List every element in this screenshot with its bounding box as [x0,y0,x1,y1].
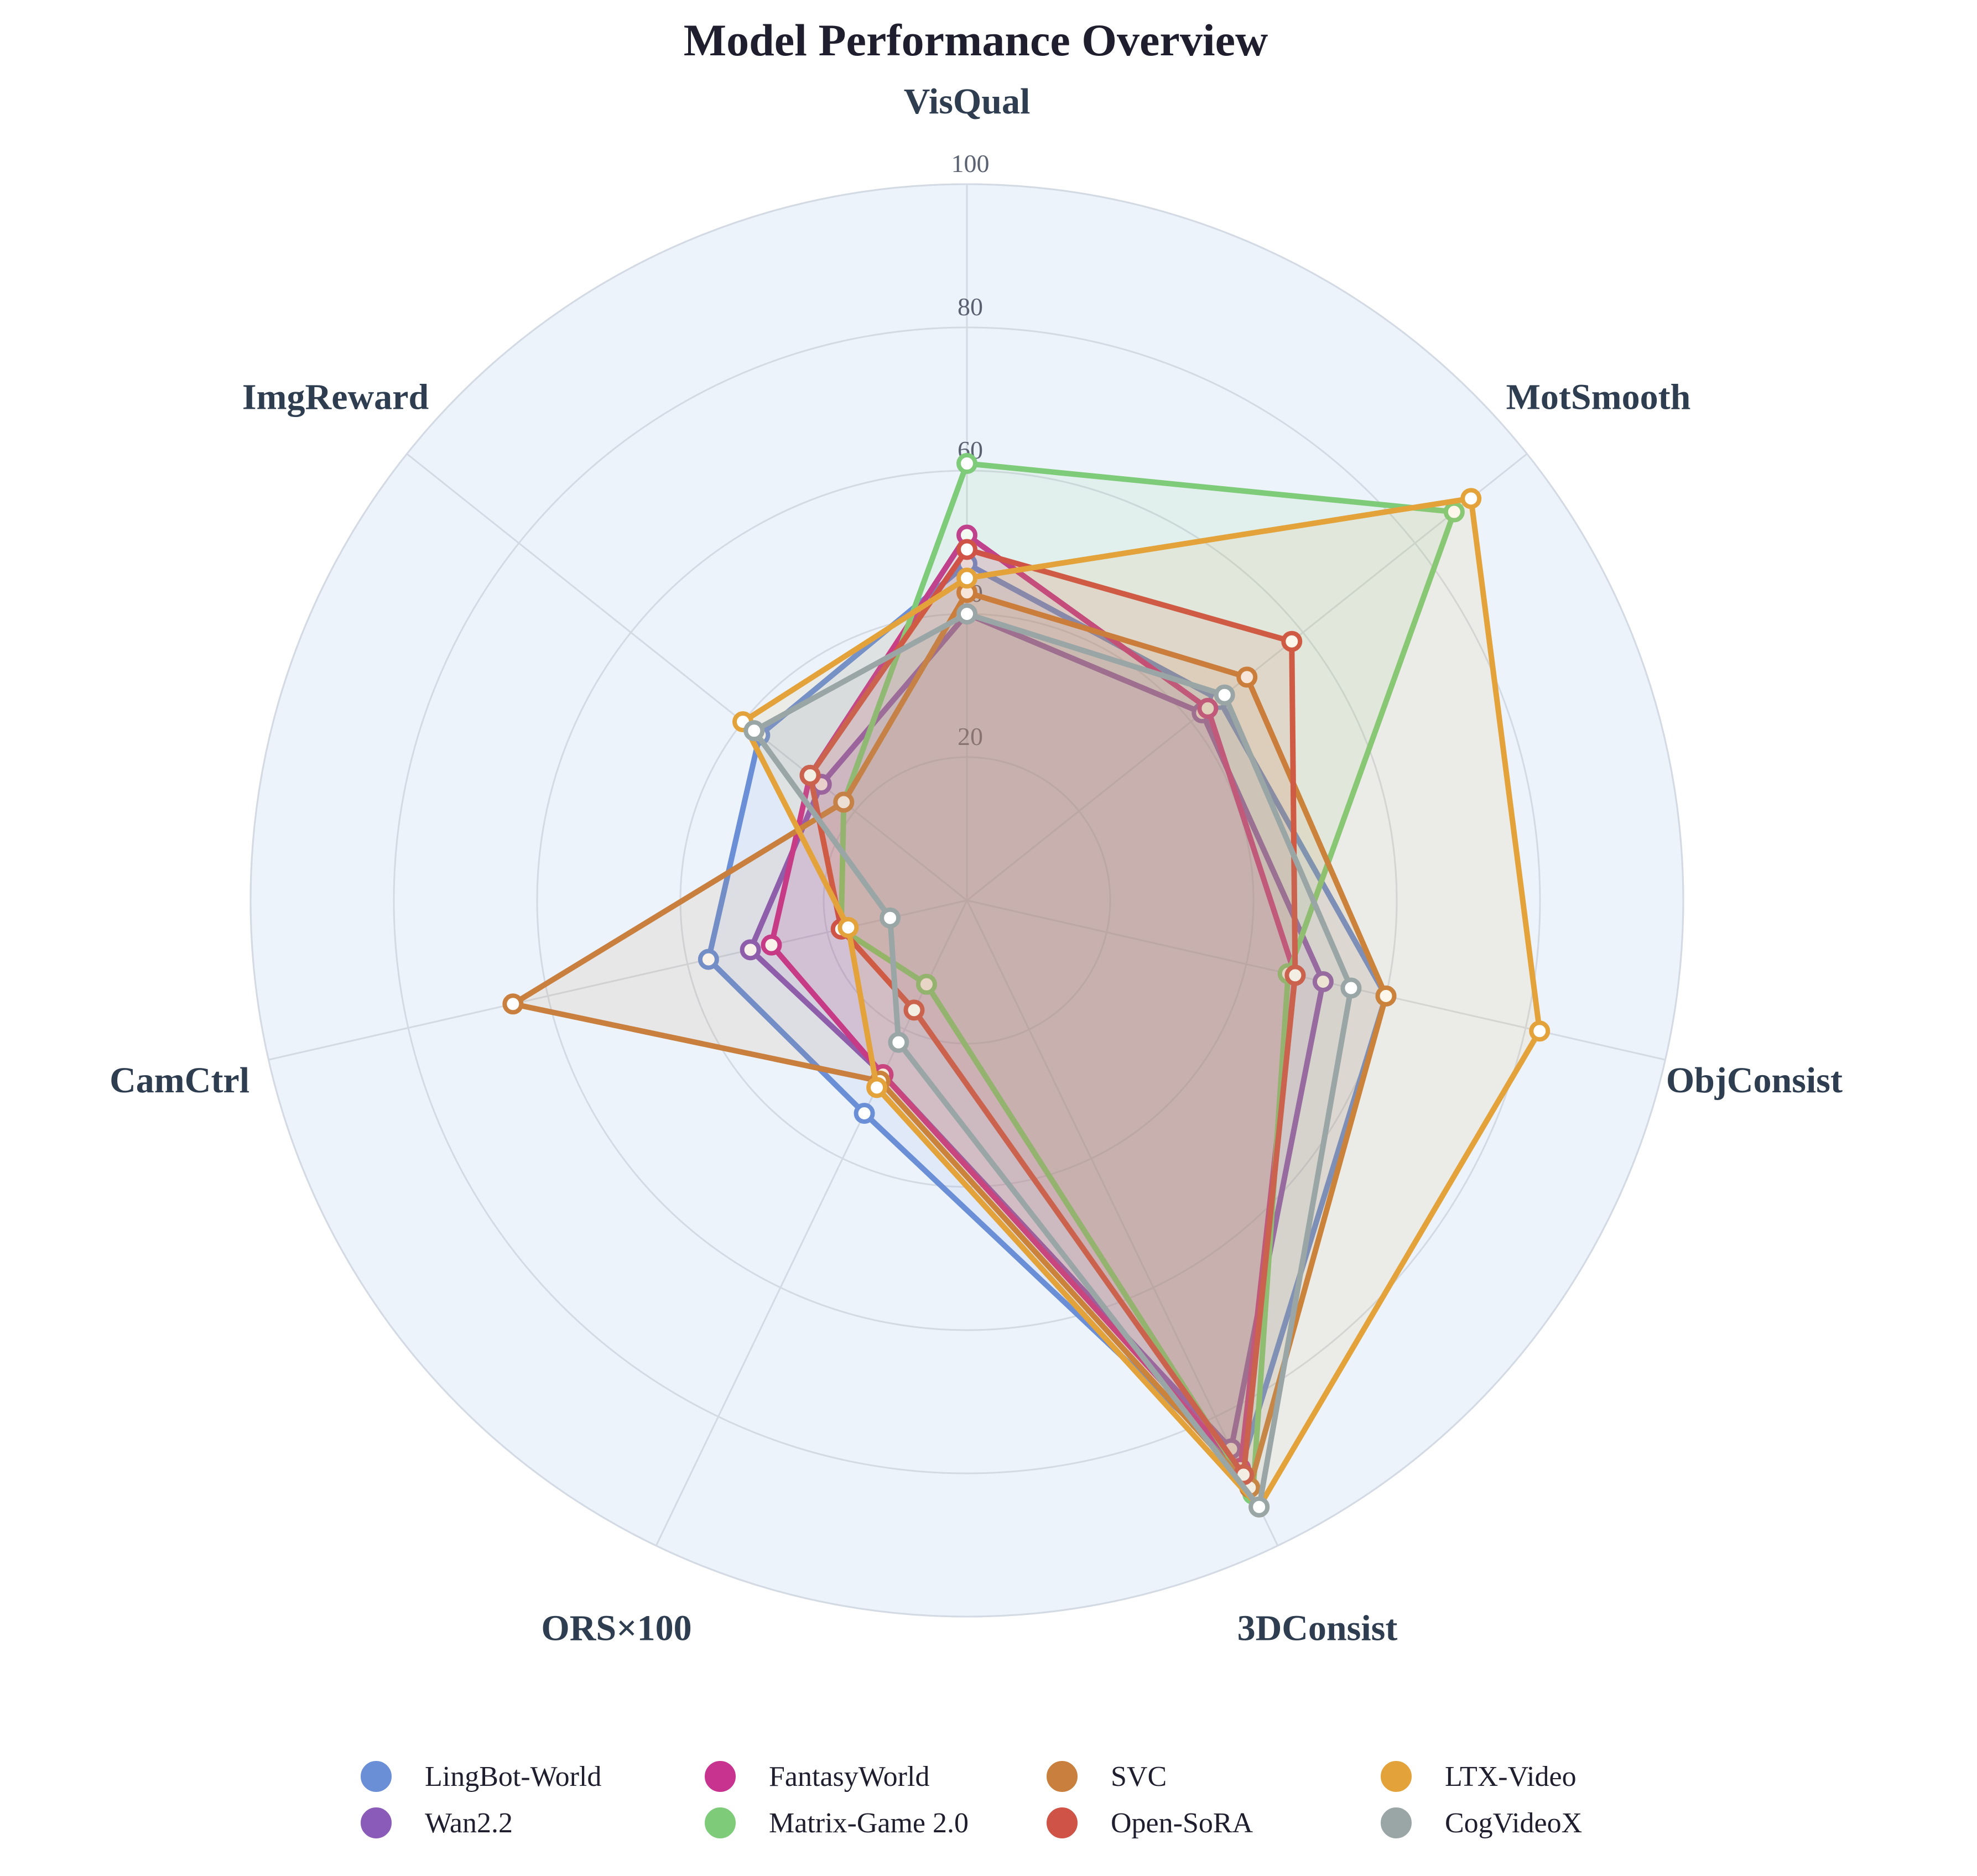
series-fill [841,463,1454,1494]
axis-label-5: CamCtrl [110,1060,249,1101]
tick-label-100: 100 [951,149,990,178]
legend-marker [361,1807,392,1838]
data-point [1197,697,1219,719]
legend-item[interactable]: Matrix-Game 2.0 [705,1807,969,1839]
axis-label-0: VisQual [904,81,1031,122]
series-ltx-video [732,488,1551,1518]
series-fill [513,592,1386,1488]
legend-item[interactable]: LingBot-World [361,1761,601,1792]
legend-marker [1381,1807,1412,1838]
series-line [510,590,1389,1491]
legend-marker [705,1807,736,1838]
data-point [1281,630,1303,652]
legend-label: SVC [1111,1761,1167,1792]
data-point [761,934,782,956]
axis-label-4: ORS×100 [541,1608,691,1648]
legend-item[interactable]: SVC [1047,1761,1167,1792]
data-point [740,939,761,961]
data-point [854,1103,875,1124]
data-point [698,949,719,970]
legend-marker [361,1761,392,1792]
legend-label: LingBot-World [425,1761,601,1792]
legend-marker [1047,1807,1078,1838]
axis-label-2: ObjConsist [1666,1060,1843,1101]
legend-label: Matrix-Game 2.0 [769,1807,969,1839]
data-point [915,973,937,995]
legend-item[interactable]: CogVideoX [1381,1807,1582,1839]
data-point [1375,985,1397,1007]
data-point [888,1031,909,1053]
series-line [751,611,1354,1510]
legend-label: Open-SoRA [1111,1807,1253,1839]
legend-item[interactable]: Open-SoRA [1047,1807,1253,1839]
series-layer [502,453,1551,1518]
legend-marker [1381,1761,1412,1792]
data-point [1214,684,1235,706]
tick-label-80: 80 [958,293,983,321]
legend-label: FantasyWorld [769,1761,929,1792]
legend-marker [1047,1761,1078,1792]
legend-label: Wan2.2 [425,1807,513,1839]
series-fill [708,564,1386,1468]
data-point [502,993,524,1015]
legend-label: LTX-Video [1445,1761,1577,1792]
data-point [956,539,977,560]
series-fill [754,614,1351,1507]
data-point [956,567,977,589]
legend-item[interactable]: Wan2.2 [361,1807,513,1839]
data-point [1529,1020,1551,1042]
axis-label-3: 3DConsist [1237,1608,1398,1648]
legend-label: CogVideoX [1445,1807,1582,1839]
series-cogvideox [743,603,1362,1518]
series-fill [810,549,1296,1475]
data-point [1312,971,1334,992]
series-svc [502,582,1397,1498]
data-point [1248,1496,1270,1518]
series-line [768,532,1298,1471]
series-open-sora [799,539,1306,1486]
data-point [1340,977,1362,999]
series-fill [771,535,1296,1468]
data-point [1460,488,1482,509]
chart-title: Model Performance Overview [684,15,1268,65]
series-line [838,461,1457,1497]
data-point [833,791,855,813]
data-point [1284,965,1306,986]
series-line [807,546,1298,1478]
axis-label-1: MotSmooth [1506,377,1691,418]
axis-spoke-6 [406,453,967,901]
series-fill [743,498,1540,1507]
data-point [837,916,859,938]
series-fill [750,614,1323,1449]
legend: LingBot-World Wan2.2 FantasyWorld Matrix-Ga… [361,1761,1582,1839]
series-line [740,496,1543,1510]
data-point [1236,666,1258,688]
axis-label-6: ImgReward [242,377,429,418]
data-point [866,1077,888,1098]
tick-label-20: 20 [958,722,983,751]
legend-item[interactable]: LTX-Video [1381,1761,1577,1792]
data-point [956,603,977,624]
data-point [903,999,925,1021]
data-point [743,720,765,742]
axis-spoke-3 [966,900,1279,1546]
data-point [799,764,821,786]
data-point [880,907,901,929]
data-point [956,453,977,475]
legend-marker [705,1761,736,1792]
legend-item[interactable]: FantasyWorld [705,1761,929,1792]
axis-labels: VisQual MotSmooth ObjConsist 3DConsist ORS×1… [110,81,1843,1648]
